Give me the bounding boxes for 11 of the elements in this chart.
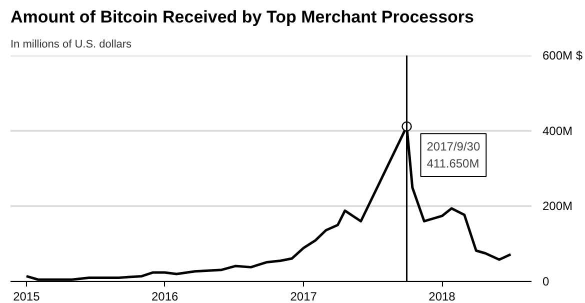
x-tick-label: 2017 xyxy=(290,290,318,303)
x-tick-label: 2016 xyxy=(151,290,178,303)
chart-subtitle: In millions of U.S. dollars xyxy=(10,38,132,50)
chart-title: Amount of Bitcoin Received by Top Merchant Processors xyxy=(10,8,474,26)
annotation: 2017/9/30 411.650M xyxy=(426,140,480,170)
y-tick-label: 200M xyxy=(542,199,573,214)
y-tick-label: 600M $ xyxy=(542,48,583,62)
y-tick-label: 400M xyxy=(542,124,573,138)
x-tick-label: 2018 xyxy=(428,290,456,303)
x-tick-label: 2015 xyxy=(13,290,40,303)
y-tick-label: 0 xyxy=(542,274,550,288)
